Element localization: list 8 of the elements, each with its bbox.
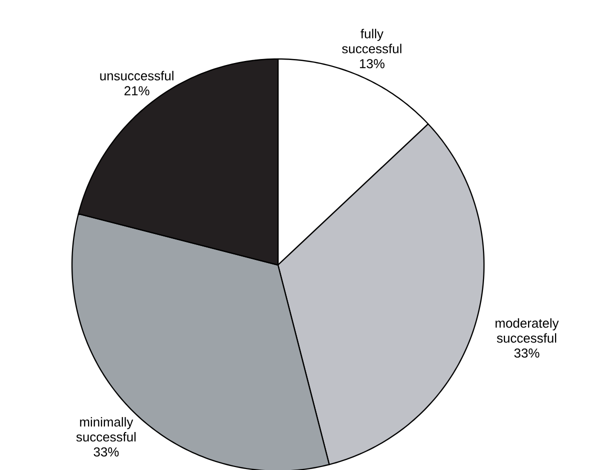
slice-label: unsuccessful — [100, 70, 174, 80]
data-label: 13% — [360, 59, 384, 68]
slice-label: fully successful — [342, 28, 402, 54]
data-label: 33% — [514, 348, 540, 358]
slice-label: moderately successful — [496, 318, 559, 343]
data-label: 21% — [124, 86, 150, 96]
slice-label: minimally successful — [76, 417, 136, 442]
data-label: 33% — [94, 447, 119, 456]
